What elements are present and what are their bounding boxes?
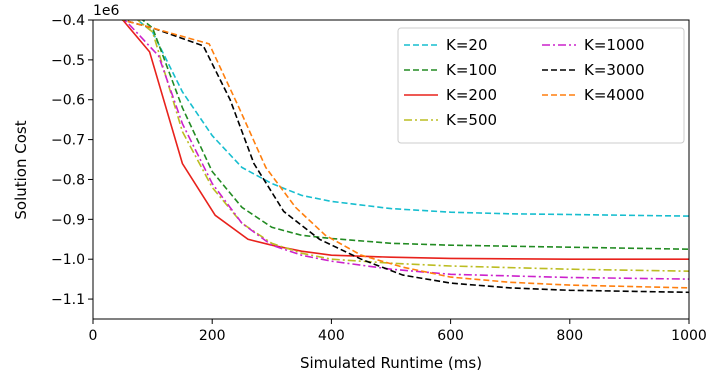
y-multiplier-label: 1e6 [93,3,120,19]
x-tick-label: 800 [556,328,583,344]
legend-label-k-1000: K=1000 [584,36,645,54]
x-tick-label: 600 [437,328,464,344]
plot-frame [92,19,690,320]
legend-box [397,27,685,144]
axes-layer: 0 200 400 600 800 1000 −0.4 −0.5 −0.6 −0.7 −0.8 −0.… [51,13,707,344]
y-axis-label: Solution Cost [12,120,30,219]
y-tick-label: −0.5 [51,53,85,69]
y-tick-label: −1.0 [51,252,85,268]
legend-label-k-500: K=500 [446,111,497,129]
x-tick-label: 400 [318,328,345,344]
legend-label-k-4000: K=4000 [584,86,645,104]
y-tick-label: −0.4 [51,13,85,29]
y-tick-label: −1.1 [51,292,85,308]
y-tick-label: −0.7 [51,133,85,149]
legend: K=20 K=100 K=200 K=500 K=1000 K=3000 K=4000 [397,27,685,144]
series-line-k-4000 [119,20,689,289]
legend-label-k-100: K=100 [446,61,497,79]
series-line-k-1000 [123,20,689,280]
legend-label-k-20: K=20 [446,36,488,54]
series-layer [119,20,689,294]
series-line-k-500 [136,20,689,272]
x-tick-label: 1000 [671,328,707,344]
x-axis-label: Simulated Runtime (ms) [300,354,482,372]
y-tick-label: −0.6 [51,93,85,109]
x-tick-label: 200 [199,328,226,344]
legend-label-k-3000: K=3000 [584,61,645,79]
series-line-k-100 [141,20,689,250]
x-tick-label: 0 [89,328,98,344]
legend-label-k-200: K=200 [446,86,497,104]
series-line-k-3000 [119,20,689,294]
y-tick-label: −0.9 [51,212,85,228]
y-tick-label: −0.8 [51,172,85,188]
